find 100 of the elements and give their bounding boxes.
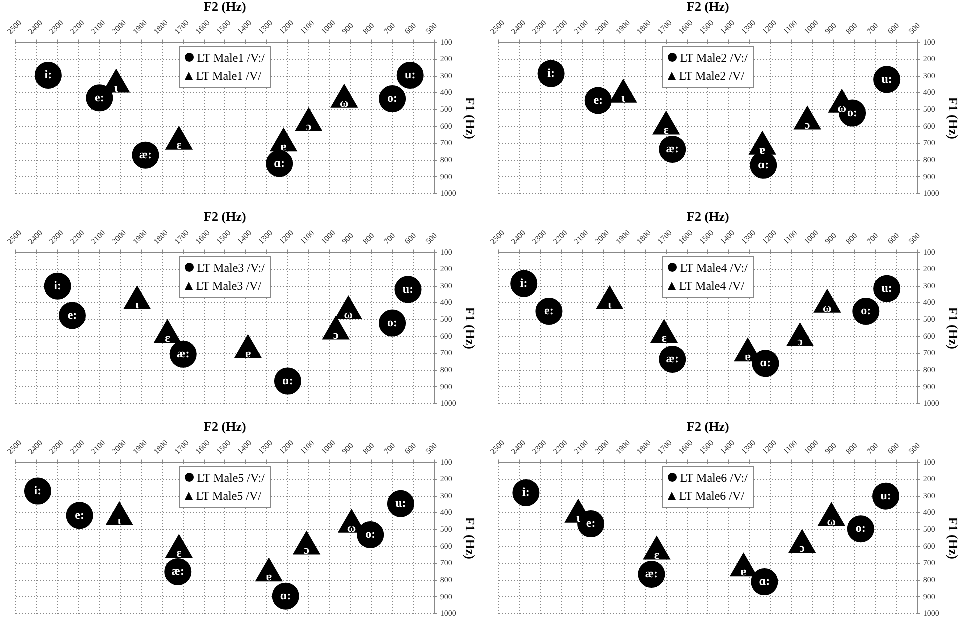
data-label: e:: [586, 516, 596, 530]
y-tick-label: 100: [440, 38, 452, 47]
x-tick-label: 600: [403, 21, 418, 36]
y-tick-label: 1000: [923, 609, 940, 618]
data-label: ɛ: [654, 548, 660, 562]
data-label: e:: [68, 308, 78, 322]
y-tick-label: 900: [923, 592, 936, 602]
x-tick-label: 1700: [656, 228, 674, 246]
x-tick-label: 1600: [677, 228, 695, 246]
y-tick-label: 200: [923, 474, 936, 484]
x-axis-title: F2 (Hz): [204, 0, 246, 14]
x-tick-label: 1000: [802, 18, 820, 36]
y-tick-label: 100: [923, 458, 936, 467]
legend-label: LT Male6 /V/: [679, 488, 745, 505]
y-tick-label: 600: [440, 542, 452, 551]
data-label: e:: [95, 90, 104, 104]
y-tick-label: 800: [440, 365, 452, 374]
data-label: ω: [344, 308, 354, 322]
data-label: ɔ: [333, 328, 339, 342]
data-label: u:: [396, 496, 406, 510]
y-tick-label: 800: [923, 365, 936, 374]
y-axis-title: F1 (Hz): [462, 517, 478, 560]
data-label: u:: [405, 68, 416, 82]
y-tick-label: 500: [923, 105, 936, 114]
y-tick-label: 900: [923, 172, 936, 182]
x-tick-label: 600: [886, 231, 902, 246]
data-label: ι: [135, 298, 140, 312]
y-tick-label: 600: [440, 332, 452, 341]
y-tick-label: 400: [923, 298, 936, 308]
legend-label: LT Male2 /V:/: [680, 50, 748, 67]
y-tick-label: 700: [440, 348, 452, 358]
y-tick-label: 200: [923, 264, 936, 274]
y-tick-label: 100: [440, 458, 452, 467]
x-tick-label: 800: [361, 231, 376, 246]
y-tick-label: 800: [440, 575, 452, 584]
x-tick-label: 700: [382, 231, 398, 246]
x-tick-label: 900: [340, 21, 356, 36]
y-tick-label: 700: [440, 558, 452, 568]
y-tick-label: 600: [440, 122, 452, 131]
x-tick-label: 1700: [173, 228, 191, 246]
data-label: o:: [366, 527, 376, 542]
y-tick-label: 200: [923, 54, 936, 64]
x-tick-label: 600: [886, 21, 902, 36]
legend-label: LT Male4 /V:/: [680, 260, 748, 277]
y-tick-label: 1000: [923, 189, 940, 198]
data-label: ω: [347, 520, 356, 535]
data-label: ι: [622, 90, 626, 105]
x-tick-label: 800: [844, 21, 860, 36]
data-label: e:: [594, 92, 604, 107]
x-tick-label: 1600: [194, 228, 212, 246]
y-tick-label: 300: [440, 491, 452, 500]
data-label: e:: [544, 304, 554, 318]
data-label: o:: [861, 304, 872, 318]
legend-label: LT Male3 /V:/: [197, 260, 265, 277]
data-label: i:: [34, 483, 42, 498]
y-tick-label: 600: [923, 122, 936, 131]
y-tick-label: 200: [440, 264, 452, 274]
data-label: u:: [402, 282, 414, 296]
y-tick-label: 800: [923, 575, 936, 584]
data-label: i:: [520, 276, 528, 290]
data-label: o:: [388, 91, 398, 106]
y-tick-label: 300: [923, 491, 936, 500]
y-tick-label: 400: [923, 508, 936, 518]
data-label: ɑ:: [760, 356, 772, 370]
y-tick-label: 400: [440, 508, 452, 518]
x-tick-label: 1000: [320, 438, 338, 456]
data-label: æ:: [139, 147, 152, 162]
data-label: ι: [118, 513, 122, 528]
y-tick-label: 100: [923, 38, 936, 47]
y-axis-title: F1 (Hz): [946, 307, 961, 350]
x-axis-title: F2 (Hz): [687, 0, 730, 14]
y-tick-label: 500: [440, 105, 452, 114]
x-axis-title: F2 (Hz): [687, 419, 730, 434]
x-tick-label: 600: [403, 441, 418, 456]
data-label: i:: [548, 66, 555, 80]
x-tick-label: 700: [865, 441, 880, 456]
y-tick-label: 700: [923, 348, 936, 358]
data-label: æ:: [177, 346, 190, 360]
legend-label: LT Male5 /V/: [196, 488, 262, 505]
x-axis-title: F2 (Hz): [687, 209, 730, 224]
y-tick-label: 300: [440, 71, 452, 80]
data-label: æ:: [666, 352, 679, 366]
x-tick-label: 1000: [802, 228, 820, 246]
x-tick-label: 1700: [173, 438, 191, 456]
data-label: ɐ: [245, 346, 252, 360]
x-tick-label: 900: [340, 231, 356, 246]
y-tick-label: 400: [923, 88, 936, 98]
x-tick-label: 700: [865, 21, 880, 36]
x-tick-label: 1600: [194, 18, 212, 36]
y-axis-title: F1 (Hz): [462, 97, 478, 140]
data-label: ɐ: [280, 140, 287, 154]
y-tick-label: 1000: [440, 399, 456, 408]
y-tick-label: 800: [923, 155, 936, 164]
data-label: ω: [827, 514, 836, 528]
data-label: ɛ: [165, 331, 170, 346]
legend-label: LT Male4 /V/: [679, 278, 745, 295]
y-tick-label: 300: [923, 71, 936, 80]
x-tick-label: 1000: [802, 438, 820, 456]
data-label: ɑ:: [274, 156, 286, 170]
data-label: o:: [388, 315, 398, 330]
